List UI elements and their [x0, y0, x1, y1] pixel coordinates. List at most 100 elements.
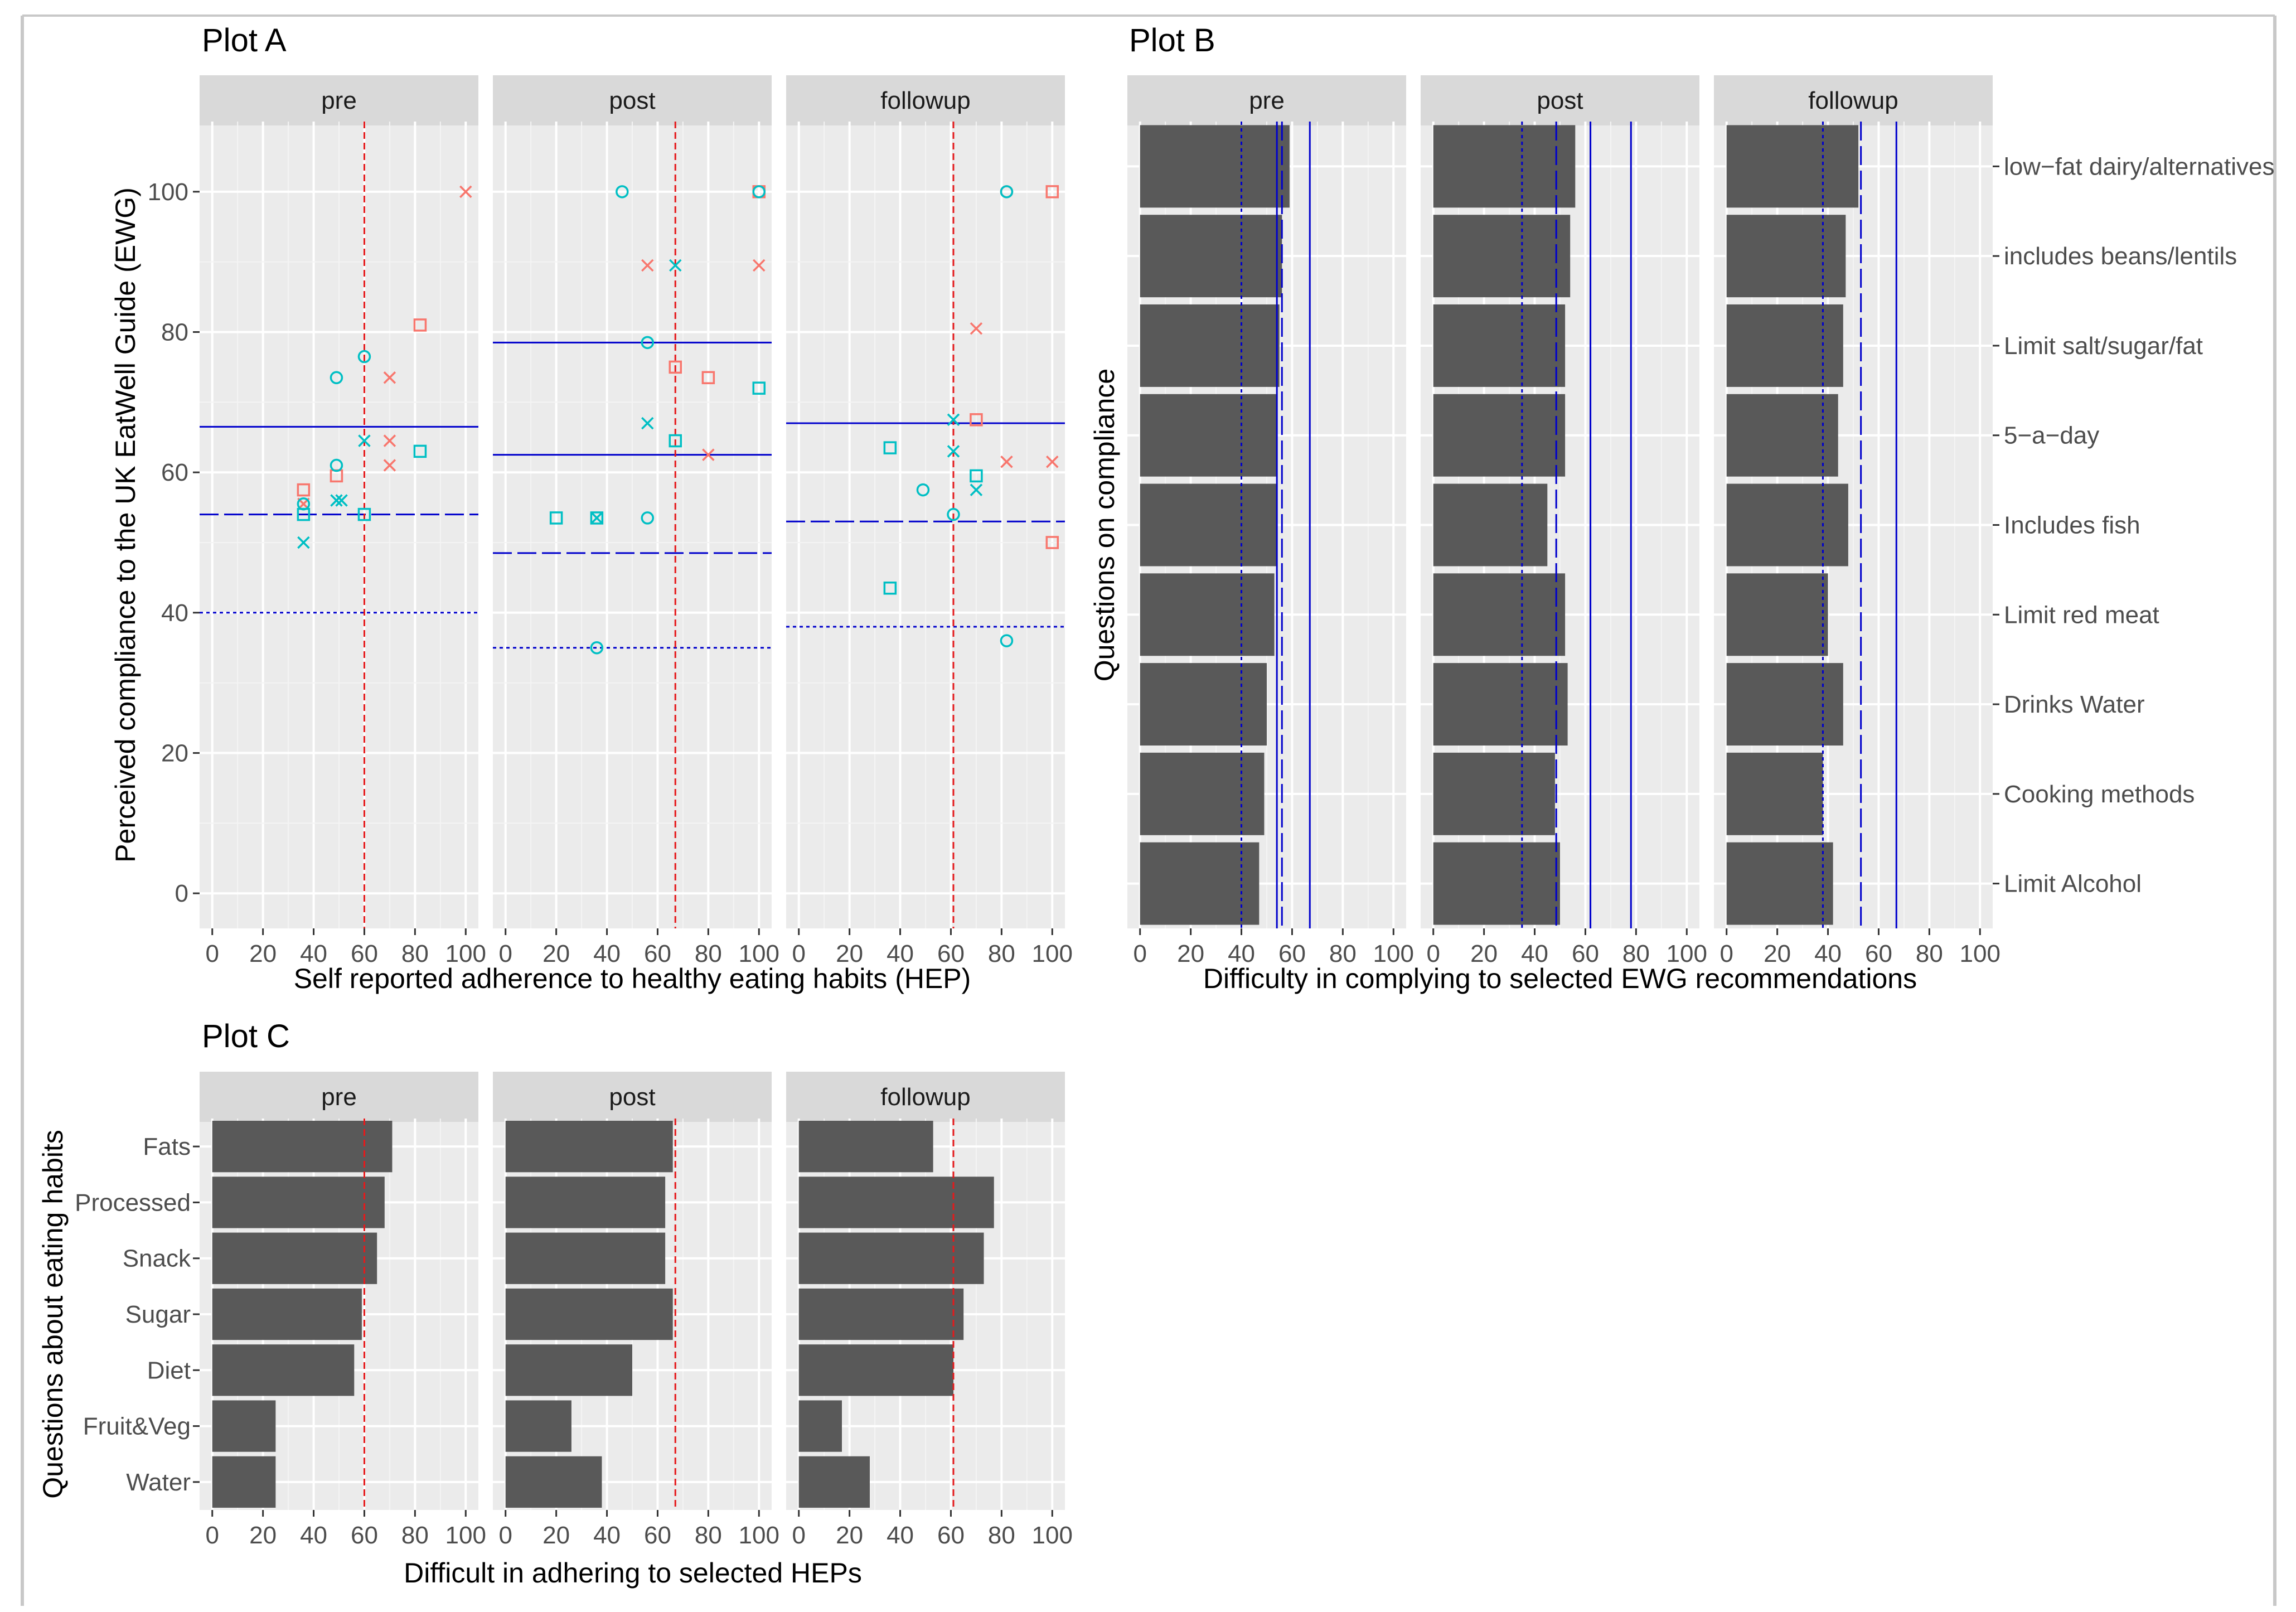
x-tick-label: 80	[401, 1522, 429, 1549]
x-tick-label: 80	[695, 1522, 722, 1549]
x-tick-label: 0	[498, 1522, 512, 1549]
data-point-circle	[947, 507, 960, 521]
data-point-circle	[616, 185, 629, 199]
x-tick-label: 100	[1032, 1522, 1073, 1549]
x-tick-label: 100	[1667, 940, 1707, 967]
x-tick-label: 20	[542, 940, 570, 967]
x-tick-label: 80	[1329, 940, 1357, 967]
x-tick-label: 100	[1960, 940, 2000, 967]
x-axis-title: Self reported adherence to healthy eatin…	[294, 963, 971, 994]
x-tick-label: 20	[836, 1522, 863, 1549]
x-tick-label: 60	[937, 1522, 965, 1549]
facet-strip-label: post	[609, 87, 655, 114]
bar	[1433, 752, 1555, 835]
x-tick-label: 60	[644, 1522, 671, 1549]
x-tick-label: 40	[887, 1522, 914, 1549]
facet-strip-label: followup	[880, 87, 970, 114]
data-point-cross	[383, 434, 396, 447]
data-point-cross	[1046, 456, 1059, 468]
x-tick-label: 100	[1373, 940, 1414, 967]
bar	[1140, 573, 1275, 656]
bar	[1140, 663, 1267, 746]
x-tick-label: 100	[739, 940, 779, 967]
bar	[1726, 394, 1838, 477]
plot-b-title: Plot B	[1129, 22, 1215, 59]
x-tick-label: 40	[887, 940, 914, 967]
bar	[1140, 215, 1282, 298]
y-tick-label: 40	[161, 599, 188, 627]
bar	[1433, 304, 1566, 387]
data-point-square	[883, 441, 897, 454]
data-point-cross	[702, 448, 715, 461]
bar	[1726, 483, 1848, 567]
x-tick-label: 20	[1764, 940, 1791, 967]
data-point-cross	[1000, 456, 1013, 468]
bar	[212, 1288, 362, 1340]
y-axis-title: Questions on compliance	[1089, 369, 1120, 681]
bar	[1140, 842, 1260, 925]
bar	[1140, 125, 1290, 208]
data-point-circle	[330, 371, 343, 385]
x-tick-label: 60	[351, 940, 378, 967]
facet-strip	[1421, 75, 1699, 125]
x-tick-label: 80	[695, 940, 722, 967]
bar	[798, 1288, 964, 1340]
bar	[212, 1400, 276, 1452]
x-tick-label: 100	[445, 940, 486, 967]
x-tick-label: 100	[1032, 940, 1073, 967]
x-tick-label: 80	[1622, 940, 1650, 967]
x-tick-label: 60	[1572, 940, 1599, 967]
facet-strip-label: pre	[321, 87, 357, 114]
data-point-circle	[916, 483, 930, 497]
x-tick-label: 0	[792, 1522, 805, 1549]
x-tick-label: 80	[988, 940, 1015, 967]
x-tick-label: 0	[1426, 940, 1440, 967]
x-tick-label: 20	[542, 1522, 570, 1549]
bar	[1140, 304, 1280, 387]
category-label: includes beans/lentils	[2004, 243, 2237, 270]
bar	[798, 1232, 984, 1284]
bar	[212, 1456, 276, 1508]
x-tick-label: 0	[792, 940, 805, 967]
y-tick-label: 100	[148, 178, 188, 206]
x-axis-title: Difficult in adhering to selected HEPs	[404, 1557, 862, 1589]
x-tick-label: 40	[593, 1522, 621, 1549]
category-label: 5−a−day	[2004, 422, 2099, 449]
x-tick-label: 60	[937, 940, 965, 967]
bar	[1433, 483, 1548, 567]
data-point-cross	[753, 259, 766, 272]
data-point-circle	[590, 641, 604, 655]
bar	[1433, 842, 1560, 925]
x-tick-label: 0	[205, 1522, 219, 1549]
category-label: Limit Alcohol	[2004, 870, 2142, 898]
facet-strip	[1127, 75, 1406, 125]
facet-strip	[1714, 75, 1993, 125]
data-point-square	[297, 483, 311, 497]
y-axis-title: Perceived compliance to the UK EatWell G…	[110, 187, 141, 863]
bar	[1433, 394, 1566, 477]
facet-strip	[786, 75, 1065, 125]
x-tick-label: 80	[988, 1522, 1015, 1549]
bar	[798, 1400, 842, 1452]
bar	[1726, 125, 1859, 208]
data-point-cross	[947, 445, 960, 458]
plot-a-title: Plot A	[202, 22, 287, 59]
data-point-circle	[641, 511, 655, 525]
x-tick-label: 40	[1814, 940, 1842, 967]
facet-strip	[200, 1072, 478, 1122]
x-tick-label: 40	[300, 1522, 327, 1549]
y-tick-label: 80	[161, 318, 188, 346]
data-point-cross	[947, 413, 960, 426]
x-tick-label: 60	[644, 940, 671, 967]
data-point-square	[970, 413, 983, 427]
bar	[1433, 215, 1571, 298]
data-point-square	[413, 318, 427, 332]
data-point-square	[1045, 536, 1059, 549]
bar	[212, 1344, 355, 1396]
data-point-square	[883, 581, 897, 595]
bar	[505, 1121, 673, 1173]
bar	[798, 1177, 994, 1228]
category-label: Diet	[147, 1357, 191, 1384]
facet-strip-label: pre	[1249, 87, 1285, 114]
bar	[1726, 663, 1843, 746]
